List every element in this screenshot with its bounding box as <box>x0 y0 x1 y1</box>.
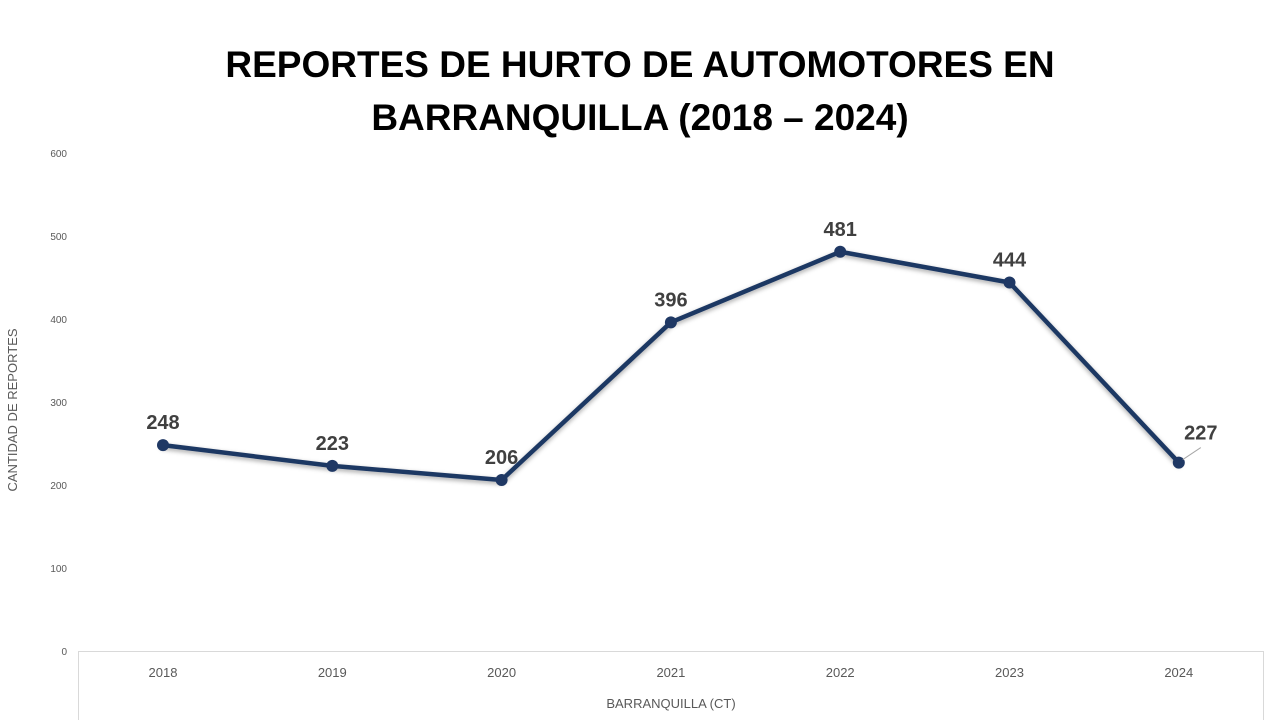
y-axis-label: CANTIDAD DE REPORTES <box>5 328 20 491</box>
data-label: 227 <box>1184 423 1217 445</box>
chart-title-line-2: BARRANQUILLA (2018 – 2024) <box>371 97 909 138</box>
x-axis-ticks: 2018 2019 2020 2021 2022 2023 2024 <box>149 665 1194 680</box>
y-tick-label: 600 <box>50 149 67 160</box>
y-axis-ticks: 0 100 200 300 400 500 600 <box>50 149 67 658</box>
data-label: 248 <box>146 412 179 434</box>
y-tick-label: 500 <box>50 232 67 243</box>
y-tick-label: 300 <box>50 398 67 409</box>
data-label: 223 <box>316 433 349 455</box>
data-point <box>834 245 847 258</box>
data-label: 481 <box>824 219 857 241</box>
x-tick-label: 2020 <box>487 665 516 680</box>
y-tick-label: 100 <box>50 564 67 575</box>
chart-title: REPORTES DE HURTO DE AUTOMOTORES EN BARR… <box>0 38 1280 144</box>
data-label: 396 <box>654 289 687 311</box>
y-tick-label: 0 <box>61 647 67 658</box>
data-point <box>1003 276 1016 289</box>
data-point <box>495 474 508 487</box>
x-tick-label: 2018 <box>149 665 178 680</box>
chart-title-line-1: REPORTES DE HURTO DE AUTOMOTORES EN <box>225 44 1055 85</box>
data-points <box>157 245 1185 487</box>
x-tick-label: 2019 <box>318 665 347 680</box>
x-tick-label: 2023 <box>995 665 1024 680</box>
data-label: 206 <box>485 447 518 469</box>
x-tick-label: 2024 <box>1164 665 1193 680</box>
x-tick-label: 2021 <box>656 665 685 680</box>
y-tick-label: 200 <box>50 481 67 492</box>
data-labels: 248 223 206 396 481 444 227 <box>146 219 1217 469</box>
data-point <box>326 459 339 472</box>
data-point <box>1172 456 1185 469</box>
data-point <box>157 439 169 452</box>
y-tick-label: 400 <box>50 315 67 326</box>
data-point <box>664 316 677 329</box>
data-label-leader-line <box>1182 447 1202 461</box>
x-tick-label: 2022 <box>826 665 855 680</box>
x-axis-table <box>78 651 1264 720</box>
x-axis-label: BARRANQUILLA (CT) <box>606 696 735 711</box>
data-label: 444 <box>993 249 1027 271</box>
